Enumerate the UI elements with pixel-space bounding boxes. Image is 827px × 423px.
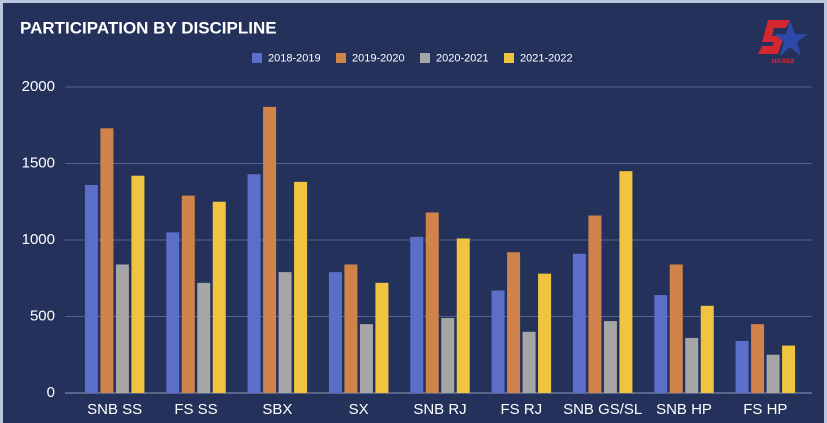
bar [619, 171, 633, 393]
x-tick-label: SBX [262, 401, 292, 418]
legend-label: 2018-2019 [268, 52, 321, 64]
bar [507, 252, 521, 393]
x-tick-label: FS RJ [500, 401, 542, 418]
bar [522, 331, 536, 393]
bar [588, 215, 602, 393]
legend-swatch [252, 53, 262, 63]
bar [115, 264, 129, 393]
x-tick-label: SNB SS [87, 401, 142, 418]
bar [131, 175, 145, 393]
legend-label: 2019-2020 [352, 52, 405, 64]
bar [375, 282, 389, 393]
bar [328, 272, 342, 393]
logo: usasa [758, 20, 808, 65]
bar [735, 340, 749, 393]
logo-mark [758, 20, 790, 54]
bar [197, 282, 211, 393]
y-tick-label: 1000 [22, 231, 55, 248]
bar [100, 128, 114, 393]
bar [491, 290, 505, 393]
bar [247, 174, 261, 393]
bar [344, 264, 358, 393]
bar [212, 201, 226, 393]
legend-label: 2021-2022 [520, 52, 573, 64]
logo-text: usasa [772, 56, 795, 65]
bar [181, 195, 195, 393]
legend-swatch [504, 53, 514, 63]
y-tick-label: 0 [47, 384, 55, 401]
y-tick-label: 500 [30, 307, 55, 324]
bar [751, 324, 765, 393]
x-tick-label: SX [349, 401, 369, 418]
bar [654, 295, 668, 393]
x-tick-label: SNB HP [656, 401, 712, 418]
bar [278, 272, 292, 393]
bar [263, 106, 277, 393]
bar [410, 236, 424, 393]
bar [441, 318, 455, 393]
bar [538, 273, 552, 393]
bar [766, 354, 780, 393]
legend-label: 2020-2021 [436, 52, 489, 64]
bar [359, 324, 373, 393]
bar [700, 305, 714, 393]
bar [669, 264, 683, 393]
x-tick-label: FS HP [743, 401, 787, 418]
y-tick-label: 2000 [22, 78, 55, 95]
bar [294, 181, 308, 393]
legend-swatch [336, 53, 346, 63]
x-tick-label: SNB GS/SL [563, 401, 642, 418]
bar [84, 184, 98, 393]
logo-star [774, 20, 808, 56]
bar [782, 345, 796, 393]
y-tick-label: 1500 [22, 154, 55, 171]
bar [603, 321, 617, 393]
bar [685, 337, 699, 393]
x-tick-label: FS SS [174, 401, 217, 418]
chart-title: PARTICIPATION BY DISCIPLINE [20, 18, 277, 37]
bar [456, 238, 470, 393]
legend-swatch [420, 53, 430, 63]
bar [572, 253, 586, 393]
x-tick-label: SNB RJ [413, 401, 466, 418]
bar [425, 212, 439, 393]
bar [166, 232, 180, 393]
